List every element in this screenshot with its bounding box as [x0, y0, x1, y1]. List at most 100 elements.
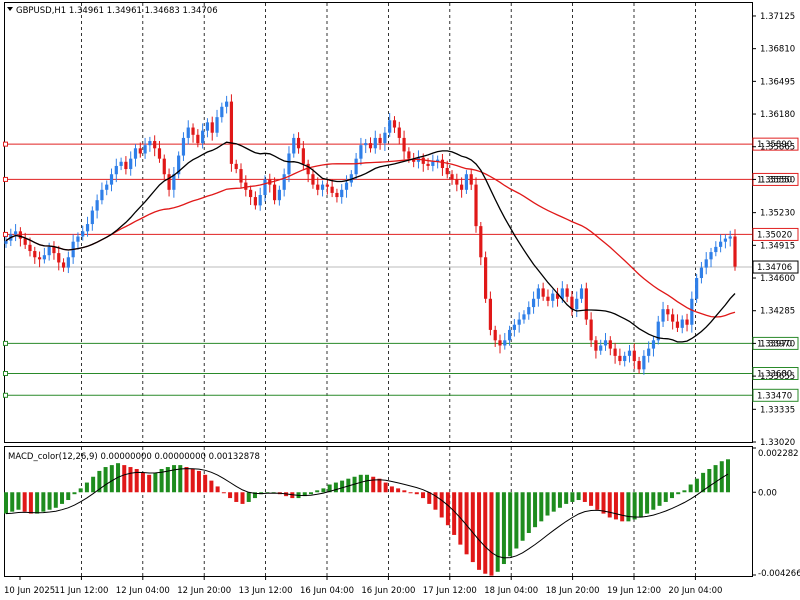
y-tick-label: 1.33655 [760, 372, 795, 382]
candle-body [541, 288, 545, 297]
macd-bar [178, 465, 183, 493]
candle-body [61, 262, 66, 268]
macd-bar [109, 465, 114, 493]
macd-bar [371, 476, 376, 493]
candle-body [335, 192, 339, 198]
macd-bar [16, 492, 21, 510]
candle-body [153, 141, 157, 149]
macd-bar [228, 492, 233, 499]
candle-body [632, 350, 636, 362]
candle-body [114, 165, 118, 175]
candle-body [474, 184, 478, 227]
macd-bar [533, 492, 538, 528]
candle-body [296, 137, 301, 149]
level-price-label: 1.33680 [757, 370, 792, 380]
macd-bar [489, 492, 494, 576]
candle-body [460, 184, 464, 190]
level-price-tag [752, 367, 799, 381]
macd-bar [501, 492, 506, 565]
candle-body [680, 319, 684, 328]
macd-bar [377, 478, 382, 493]
candle-body [402, 137, 406, 152]
candle-body [277, 189, 281, 201]
candle-body [282, 174, 286, 190]
macd-bar [97, 470, 102, 493]
current-price-label: 1.34706 [757, 263, 792, 273]
macd-y-tick-label: 0.002282 [758, 449, 799, 459]
candle-body [320, 184, 325, 190]
candle-body [484, 257, 488, 299]
candle-body [95, 200, 99, 211]
candle-body [704, 259, 708, 268]
candle-body [263, 179, 267, 195]
candle-body [4, 240, 8, 244]
macd-bar [159, 468, 164, 493]
macd-bar [719, 461, 724, 493]
level-price-label: 1.35550 [757, 175, 792, 185]
candle-body [196, 134, 200, 144]
macd-bar [321, 488, 326, 493]
macd-bar [203, 474, 208, 493]
candle-body [455, 179, 459, 185]
macd-bar [327, 484, 332, 493]
candle-body [287, 153, 291, 175]
candle-body [349, 174, 353, 183]
candle-body [47, 246, 51, 256]
macd-bar [140, 472, 145, 493]
macd-bar [657, 492, 662, 506]
horizontal-levels: 1.35890 1.35550 1.35020 1.33970 1.33680 1.334… [3, 137, 799, 402]
chart-header: GBPUSD,H1 1.34961 1.34961 1.34683 1.3470… [16, 6, 218, 16]
candle-body [584, 288, 588, 320]
level-anchor-handle[interactable] [3, 392, 8, 398]
macd-bar [427, 492, 432, 504]
candle-body [647, 348, 651, 356]
macd-bar [190, 468, 195, 493]
candle-body [675, 321, 680, 328]
candle-body [344, 182, 349, 190]
candle-body [412, 158, 416, 162]
macd-bar [539, 492, 544, 522]
candle-body [253, 197, 257, 206]
candle-body [13, 231, 18, 235]
candle-body [440, 159, 445, 169]
candle-body [450, 174, 454, 180]
level-anchor-handle[interactable] [3, 340, 8, 346]
macd-bar [333, 482, 338, 493]
macd-bar [221, 492, 226, 494]
level-anchor-handle[interactable] [3, 371, 8, 377]
y-tick-label: 1.35230 [760, 209, 795, 219]
candle-body [579, 288, 584, 299]
fast-moving-average-line [5, 141, 736, 343]
candle-body [81, 231, 85, 237]
x-tick-label: 13 Jun 12:00 [239, 586, 293, 596]
level-price-label: 1.35890 [757, 140, 792, 150]
level-anchor-handle[interactable] [3, 176, 8, 182]
macd-bar [632, 492, 637, 520]
candle-body [37, 257, 42, 260]
candle-body [220, 106, 224, 118]
macd-bar [122, 465, 127, 493]
y-tick-label: 1.37125 [760, 12, 795, 22]
candle-body [666, 309, 670, 315]
macd-bar [688, 484, 693, 493]
candle-body [124, 161, 128, 170]
level-anchor-handle[interactable] [3, 141, 8, 147]
x-tick-label: 16 Jun 04:00 [300, 586, 354, 596]
candle-body [671, 314, 675, 322]
level-anchor-handle[interactable] [3, 231, 8, 237]
candle-body [109, 174, 114, 185]
candle-body [507, 329, 512, 341]
macd-bar [645, 492, 650, 514]
macd-bar [570, 492, 575, 502]
candle-body [397, 127, 401, 138]
candle-body [90, 210, 94, 225]
collapse-triangle-icon[interactable] [7, 7, 13, 11]
macd-bar [41, 492, 46, 512]
macd-bar [28, 492, 33, 514]
macd-y-tick-label: 0.00 [758, 488, 777, 498]
candle-body [85, 224, 90, 232]
candle-body [105, 184, 109, 190]
candle-body [531, 298, 536, 308]
macd-bar [246, 492, 251, 502]
